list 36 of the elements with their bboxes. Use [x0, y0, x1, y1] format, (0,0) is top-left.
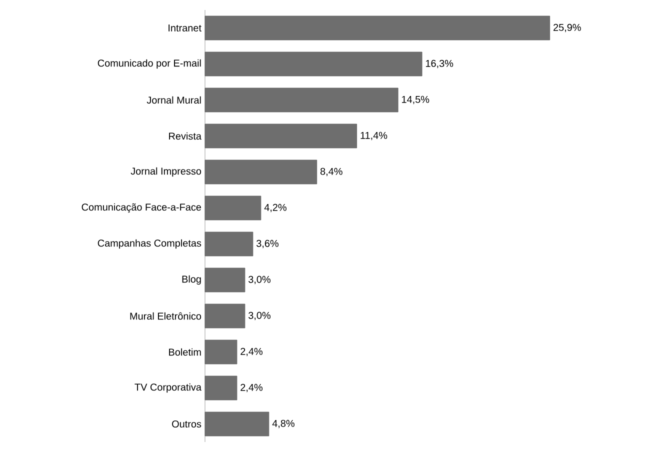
data-label: 4,8% — [272, 420, 294, 428]
data-label: 14,5% — [402, 96, 430, 104]
data-label: 3,0% — [248, 276, 270, 284]
y-tick-label: Outros — [172, 420, 202, 428]
data-label: 2,4% — [240, 348, 263, 356]
y-tick-label: Comunicação Face-a-Face — [82, 203, 202, 213]
y-tick-label: Blog — [182, 275, 201, 285]
bar — [204, 232, 254, 256]
data-label: 11,4% — [360, 132, 388, 140]
y-tick-label: Comunicado por E-mail — [98, 59, 201, 69]
y-tick-label: Boletim — [169, 348, 201, 356]
y-tick-label: TV Corporativa — [134, 383, 202, 393]
y-tick-label: Mural Eletrônico — [130, 312, 202, 320]
data-label: 16,3% — [426, 60, 454, 68]
bar — [204, 412, 270, 436]
data-label: 8,4% — [320, 168, 342, 176]
data-label: 3,6% — [256, 240, 278, 248]
bar — [204, 196, 262, 220]
bar — [204, 268, 246, 292]
bar — [204, 16, 550, 40]
data-label: 2,4% — [240, 384, 263, 392]
bar — [204, 376, 238, 400]
y-tick-label: Jornal Mural — [146, 96, 201, 104]
bar — [204, 160, 318, 184]
y-tick-label: Campanhas Completas — [98, 239, 202, 249]
y-tick-label: Revista — [169, 132, 202, 140]
bar — [204, 88, 398, 112]
y-tick-label: Jornal Impresso — [130, 167, 202, 177]
bar — [204, 124, 357, 148]
data-label: 4,2% — [264, 204, 286, 212]
data-label: 3,0% — [248, 312, 270, 320]
bar — [204, 52, 422, 76]
bar — [204, 340, 238, 364]
y-tick-label: Intranet — [168, 24, 202, 32]
bar — [204, 304, 246, 328]
data-label: 25,9% — [554, 24, 581, 32]
